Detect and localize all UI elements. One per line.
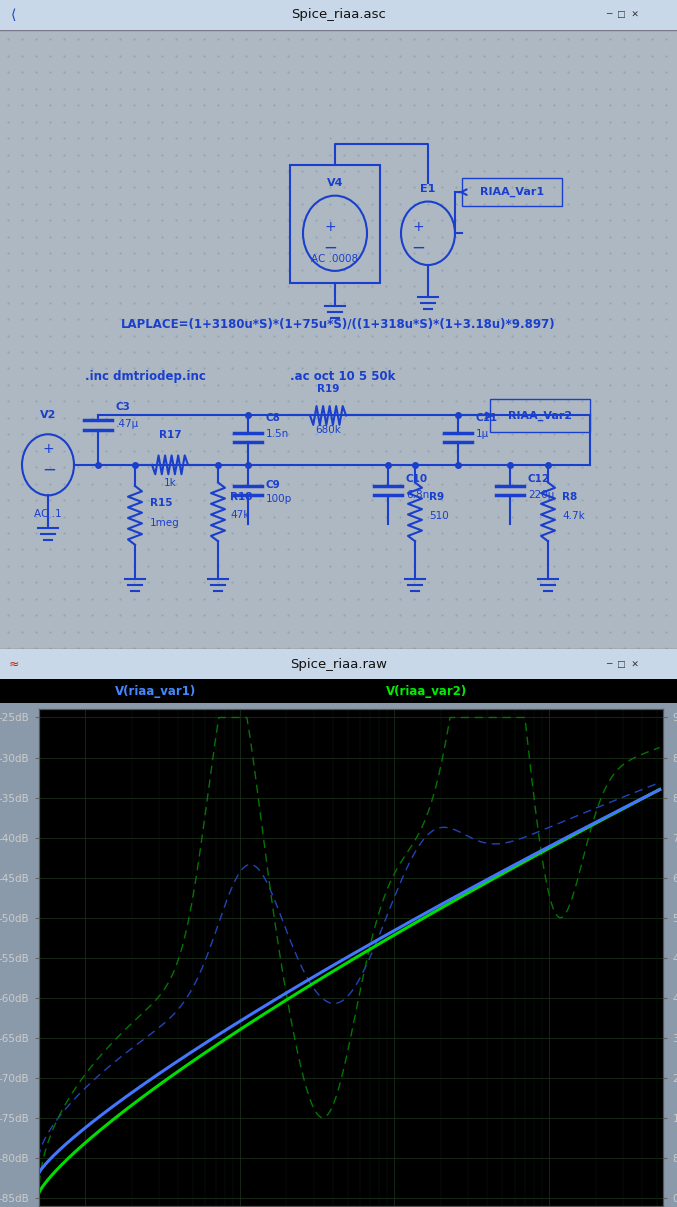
Text: 4.7k: 4.7k	[562, 511, 585, 521]
Text: V4: V4	[327, 177, 343, 188]
Text: Spice_riaa.asc: Spice_riaa.asc	[291, 8, 386, 22]
Text: 1μ: 1μ	[476, 428, 489, 438]
Text: Spice_riaa.raw: Spice_riaa.raw	[290, 658, 387, 671]
Text: 510: 510	[429, 511, 449, 521]
Bar	[290, 165, 380, 282]
Text: −: −	[323, 238, 337, 256]
Text: C8: C8	[266, 413, 281, 424]
Text: V(riaa_var2): V(riaa_var2)	[386, 684, 467, 698]
Text: 1k: 1k	[164, 478, 177, 488]
Text: RIAA_Var1: RIAA_Var1	[480, 187, 544, 197]
Text: V2: V2	[40, 410, 56, 420]
Text: .inc dmtriodep.inc: .inc dmtriodep.inc	[85, 371, 206, 383]
Text: 680k: 680k	[315, 425, 341, 435]
Text: C3: C3	[116, 402, 131, 412]
Text: R9: R9	[429, 492, 444, 502]
Text: ─  □  ✕: ─ □ ✕	[607, 660, 639, 669]
Text: R15: R15	[150, 498, 173, 508]
Text: V(riaa_var1): V(riaa_var1)	[115, 684, 196, 698]
Text: ≈: ≈	[8, 658, 19, 671]
Text: RIAA_Var2: RIAA_Var2	[508, 410, 572, 420]
Text: .47μ: .47μ	[116, 419, 139, 430]
Text: R19: R19	[317, 384, 339, 393]
Text: 220μ: 220μ	[528, 490, 554, 500]
Text: .ac oct 10 5 50k: .ac oct 10 5 50k	[290, 371, 395, 383]
Text: C9: C9	[266, 480, 281, 490]
Text: ─  □  ✕: ─ □ ✕	[607, 11, 639, 19]
Bar	[490, 400, 590, 432]
Text: AC .1: AC .1	[34, 509, 62, 519]
Text: C12: C12	[528, 474, 550, 484]
Text: AC .0008: AC .0008	[311, 255, 359, 264]
Text: R17: R17	[158, 430, 181, 439]
Text: LAPLACE=(1+3180u*S)*(1+75u*S)/((1+318u*S)*(1+3.18u)*9.897): LAPLACE=(1+3180u*S)*(1+75u*S)/((1+318u*S…	[121, 317, 555, 331]
Text: R18: R18	[230, 492, 253, 502]
Text: C10: C10	[406, 474, 428, 484]
Text: +: +	[324, 221, 336, 234]
Text: +: +	[42, 442, 53, 456]
Text: 1meg: 1meg	[150, 518, 180, 527]
Text: C11: C11	[476, 413, 498, 424]
Text: −: −	[42, 460, 56, 478]
Text: 1.5n: 1.5n	[266, 428, 289, 438]
Text: ⟨: ⟨	[11, 8, 16, 22]
Text: 6.8n: 6.8n	[406, 490, 429, 500]
Text: R8: R8	[562, 492, 577, 502]
Text: −: −	[411, 238, 425, 256]
Text: 100p: 100p	[266, 495, 292, 505]
Text: E1: E1	[420, 183, 436, 193]
Bar	[462, 179, 562, 206]
Text: 47k: 47k	[230, 509, 249, 520]
Text: +: +	[412, 221, 424, 234]
